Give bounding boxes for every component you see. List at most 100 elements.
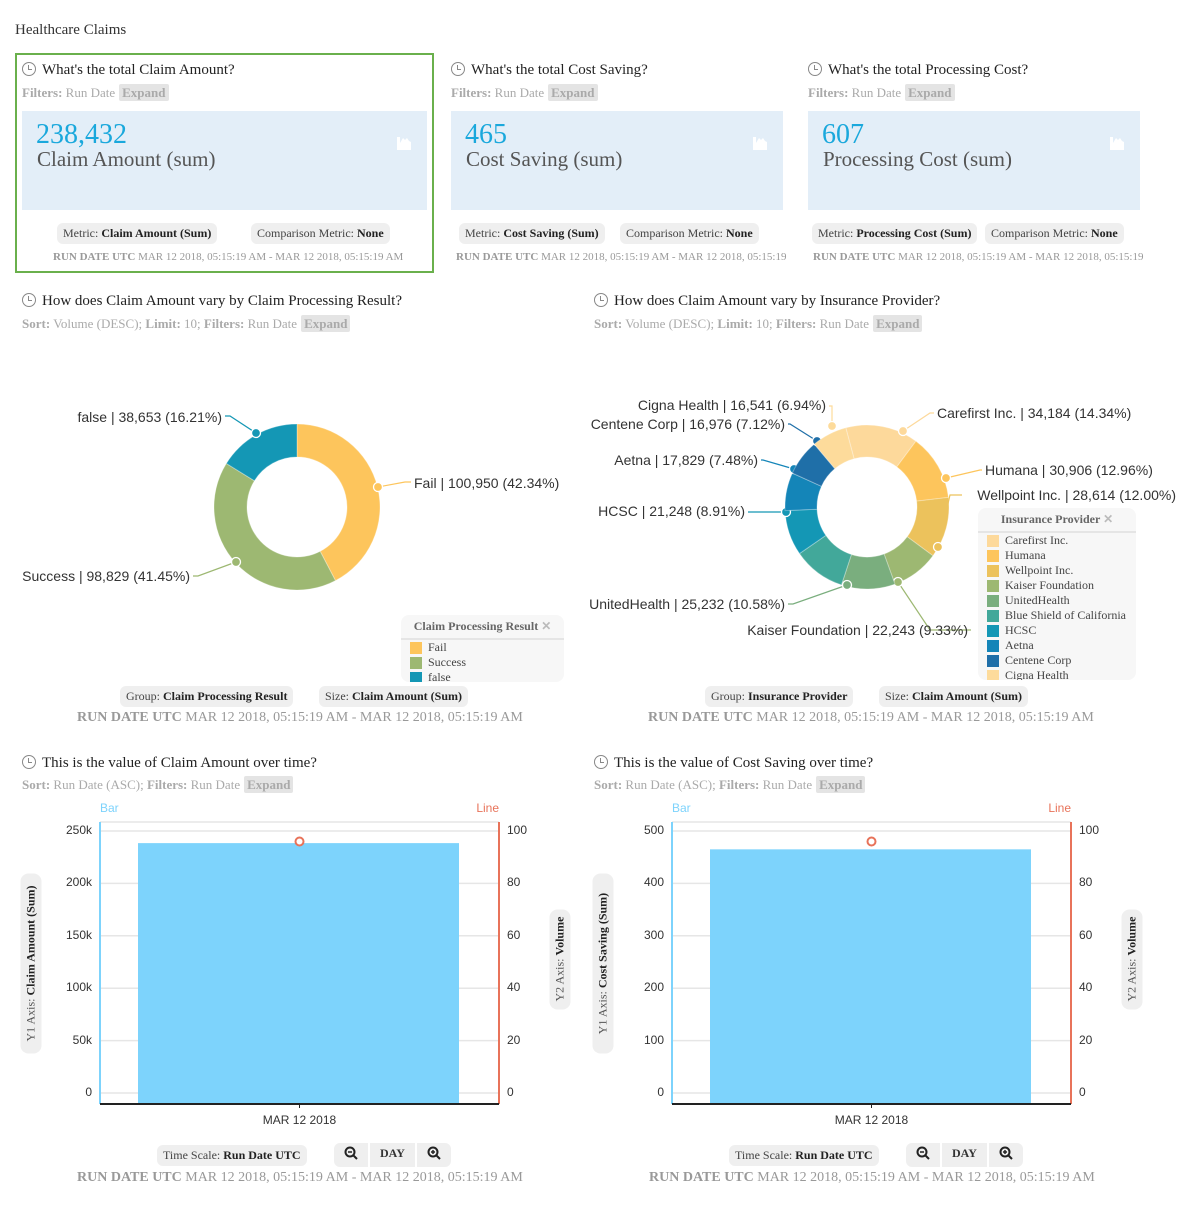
y1-tick-label: 250k [65, 823, 92, 837]
legend-item[interactable]: UnitedHealth [978, 593, 1136, 608]
group-pill[interactable]: Group: Claim Processing Result [120, 686, 294, 707]
comparison-pill[interactable]: Comparison Metric: None [620, 223, 759, 244]
y1-axis-label: Y1 Axis: [595, 991, 610, 1035]
granularity-button[interactable]: DAY [942, 1143, 989, 1167]
donut-slice[interactable] [791, 443, 836, 488]
legend-item[interactable]: Wellpoint Inc. [978, 563, 1136, 578]
legend-item-label: Success [428, 655, 466, 669]
y2-tick-label: 80 [1079, 875, 1093, 890]
zoom-out-icon[interactable] [906, 1143, 942, 1167]
legend-item[interactable]: Blue Shield of California [978, 608, 1136, 623]
line-point[interactable] [866, 836, 877, 847]
filters-value: Run Date [247, 316, 298, 331]
legend-item-label: Humana [1005, 548, 1046, 562]
line-series-label: Line [476, 801, 499, 815]
legend-item[interactable]: Kaiser Foundation [978, 578, 1136, 593]
zoom-in-icon[interactable] [989, 1143, 1023, 1167]
slice-label: Fail | 100,950 (42.34%) [414, 475, 560, 491]
y1-tick-label: 150k [65, 927, 92, 942]
legend-swatch [987, 564, 999, 577]
run-date-value: MAR 12 2018, 05:15:19 AM - MAR 12 2018, … [757, 1170, 1095, 1185]
group-label: Group: [711, 689, 745, 703]
comparison-pill[interactable]: Comparison Metric: None [251, 223, 390, 244]
donut-slice[interactable] [213, 462, 337, 591]
time-scale-pill[interactable]: Time Scale: Run Date UTC [729, 1145, 879, 1166]
legend-item[interactable]: Fail [401, 640, 564, 655]
size-pill[interactable]: Size: Claim Amount (Sum) [319, 686, 469, 707]
expand-button[interactable]: Expand [119, 84, 169, 101]
line-point[interactable] [294, 836, 305, 847]
clock-icon [22, 62, 36, 76]
sort-label: Sort: [594, 316, 623, 331]
widget-question: What's the total Claim Amount? [22, 62, 235, 79]
legend-item[interactable]: HCSC [978, 623, 1136, 638]
slice-label: Cigna Health | 16,541 (6.94%) [637, 397, 826, 413]
legend-item-label: Aetna [1005, 638, 1034, 652]
question-text: This is the value of Claim Amount over t… [42, 755, 317, 771]
metric-pill[interactable]: Metric: Processing Cost (Sum) [812, 223, 978, 244]
expand-button[interactable]: Expand [873, 315, 923, 332]
run-date-label: RUN DATE UTC [53, 251, 136, 263]
limit-value: 10; [184, 316, 201, 331]
bar[interactable] [138, 843, 459, 1104]
legend-item[interactable]: false [401, 670, 564, 682]
expand-button[interactable]: Expand [244, 776, 294, 793]
y2-axis-pill[interactable]: Y2 Axis: Volume [1121, 909, 1143, 1010]
sort-value: Volume (DESC); [53, 316, 143, 331]
legend-swatch [987, 624, 999, 637]
sort-value: Run Date (ASC); [53, 777, 144, 792]
question-text: How does Claim Amount vary by Claim Proc… [42, 293, 402, 309]
y2-tick-label: 40 [1079, 980, 1093, 995]
expand-button[interactable]: Expand [301, 315, 351, 332]
run-date-value: MAR 12 2018, 05:15:19 AM - MAR 12 2018, … [756, 710, 1094, 725]
expand-button[interactable]: Expand [905, 84, 955, 101]
time-scale-pill[interactable]: Time Scale: Run Date UTC [157, 1145, 307, 1166]
question-text: What's the total Cost Saving? [471, 62, 648, 78]
filters-value: Run Date [819, 316, 870, 331]
metric-value: Claim Amount (Sum) [101, 226, 212, 240]
run-date-range: RUN DATE UTC MAR 12 2018, 05:15:19 AM - … [77, 710, 523, 726]
selected-widget-frame[interactable] [15, 53, 434, 273]
slice-label: Kaiser Foundation | 22,243 (9.33%) [747, 622, 968, 638]
comparison-value: None [1090, 226, 1118, 240]
group-pill[interactable]: Group: Insurance Provider [705, 686, 854, 707]
granularity-button[interactable]: DAY [370, 1143, 417, 1167]
run-date-label: RUN DATE UTC [649, 1170, 754, 1185]
zoom-in-icon[interactable] [417, 1143, 451, 1167]
metric-pill[interactable]: Metric: Cost Saving (Sum) [459, 223, 605, 244]
legend-item[interactable]: Centene Corp [978, 653, 1136, 668]
legend-item[interactable]: Humana [978, 548, 1136, 563]
y1-axis-pill[interactable]: Y1 Axis: Cost Saving (Sum) [592, 873, 614, 1054]
y1-tick-label: 100 [643, 1032, 664, 1047]
donut-chart [748, 405, 982, 631]
expand-button[interactable]: Expand [548, 84, 598, 101]
comparison-pill[interactable]: Comparison Metric: None [985, 223, 1124, 244]
kpi-tile[interactable]: 238,432 Claim Amount (sum) [22, 111, 427, 210]
y1-tick-label: 400 [643, 875, 664, 890]
chart-type-icon [751, 135, 769, 151]
close-legend-icon[interactable]: ✕ [1103, 512, 1114, 526]
donut-slice[interactable] [225, 423, 298, 482]
page-title: Healthcare Claims [15, 22, 127, 38]
comparison-label: Comparison Metric: [991, 226, 1088, 240]
y2-tick-label: 0 [507, 1085, 514, 1099]
group-value: Claim Processing Result [163, 689, 288, 703]
filters-value: Run Date [494, 85, 545, 100]
donut-slice[interactable] [798, 534, 853, 586]
zoom-out-icon[interactable] [334, 1143, 370, 1167]
expand-button[interactable]: Expand [816, 776, 866, 793]
donut-slice[interactable] [813, 427, 855, 470]
donut-slice[interactable] [296, 423, 381, 582]
kpi-tile[interactable]: 465 Cost Saving (sum) [451, 111, 783, 210]
legend-header: Insurance Provider ✕ [978, 508, 1136, 533]
legend-item[interactable]: Success [401, 655, 564, 670]
close-legend-icon[interactable]: ✕ [541, 619, 552, 633]
bar[interactable] [710, 849, 1031, 1104]
legend-item[interactable]: Aetna [978, 638, 1136, 653]
legend-item[interactable]: Cigna Health [978, 668, 1136, 680]
legend-item-label: HCSC [1005, 623, 1037, 637]
legend-item[interactable]: Carefirst Inc. [978, 533, 1136, 548]
metric-pill[interactable]: Metric: Claim Amount (Sum) [57, 223, 218, 244]
size-pill[interactable]: Size: Claim Amount (Sum) [879, 686, 1029, 707]
kpi-tile[interactable]: 607 Processing Cost (sum) [808, 111, 1140, 210]
